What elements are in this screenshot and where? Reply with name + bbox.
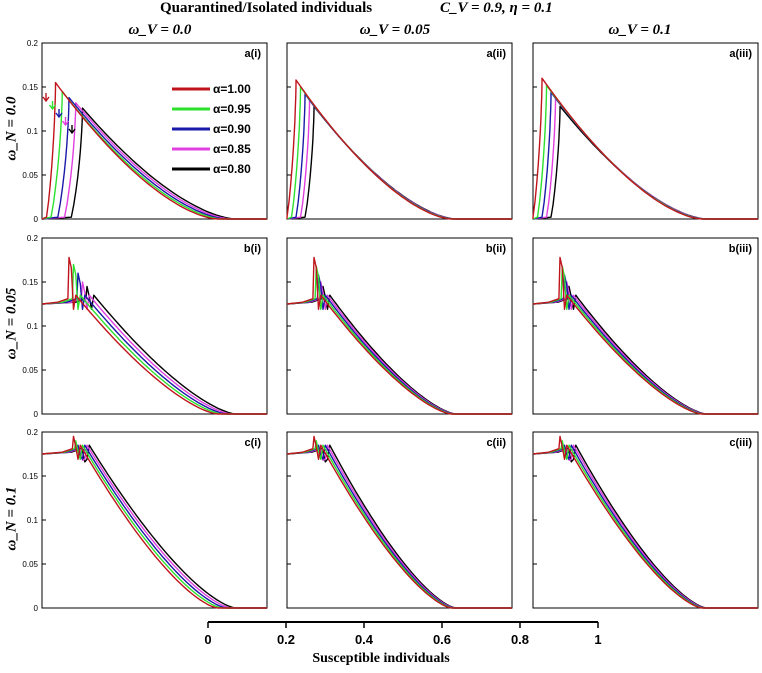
panel-label: b(i) xyxy=(244,243,261,255)
y-tick-label: 0.15 xyxy=(22,472,38,481)
series-line-4 xyxy=(532,444,758,609)
panel-frame xyxy=(532,42,759,220)
y-tick-label: 0.1 xyxy=(27,516,39,525)
series-line-2 xyxy=(41,440,267,609)
x-tick-label: 0.8 xyxy=(511,632,529,647)
panel-label: b(iii) xyxy=(729,243,753,255)
panel-label: c(i) xyxy=(245,437,262,449)
panel-label: a(i) xyxy=(245,48,262,60)
parameter-title: C_V = 0.9, η = 0.1 xyxy=(440,0,553,16)
legend-label: α=1.00 xyxy=(213,82,251,96)
legend-label: α=0.85 xyxy=(213,142,251,156)
series-line-1 xyxy=(41,256,267,415)
direction-arrow xyxy=(68,125,76,135)
panel-label: c(iii) xyxy=(729,437,752,449)
series-line-1 xyxy=(41,435,267,609)
series-line-3 xyxy=(41,96,267,220)
series-line-4 xyxy=(41,102,267,220)
panel-3-3: c(iii) xyxy=(532,431,759,609)
panel-label: a(iii) xyxy=(729,48,752,60)
series-line-4 xyxy=(286,444,512,609)
column-header-3: ω_V = 0.1 xyxy=(608,22,672,38)
legend-label: α=0.90 xyxy=(213,122,251,136)
y-tick-label: 0.15 xyxy=(22,278,38,287)
panel-frame xyxy=(41,431,268,609)
x-tick-label: 0.2 xyxy=(277,632,295,647)
panel-frame xyxy=(286,237,513,415)
column-header-1: ω_V = 0.0 xyxy=(128,22,192,38)
panel-3-2: c(ii) xyxy=(286,431,513,609)
panel-1-3: a(iii) xyxy=(532,42,759,220)
x-tick-label: 0 xyxy=(204,632,211,647)
x-tick-label: 0.4 xyxy=(355,632,374,647)
x-tick-label: 1 xyxy=(594,632,601,647)
direction-arrow xyxy=(48,101,57,111)
y-tick-label: 0.15 xyxy=(22,83,38,92)
series-line-2 xyxy=(532,440,758,609)
panel-frame xyxy=(41,237,268,415)
direction-arrow xyxy=(61,117,70,127)
y-tick-label: 0.1 xyxy=(27,322,39,331)
direction-arrow xyxy=(42,93,50,103)
y-tick-label: 0.05 xyxy=(22,366,38,375)
column-header-2: ω_V = 0.05 xyxy=(359,22,431,38)
panel-2-1: 0 0.05 0.1 0.15 0.2 b(i) xyxy=(22,234,268,419)
figure-title: Quarantined/Isolated individuals xyxy=(160,0,373,16)
series-line-5 xyxy=(41,107,267,220)
y-tick-label: 0.05 xyxy=(22,560,38,569)
series-line-3 xyxy=(286,444,512,609)
series-line-2 xyxy=(286,440,512,609)
legend-label: α=0.80 xyxy=(213,162,251,176)
series-line-4 xyxy=(41,281,267,415)
y-tick-label: 0.05 xyxy=(22,171,38,180)
series-line-3 xyxy=(532,444,758,609)
x-axis-label: Susceptible individuals xyxy=(312,651,450,666)
panel-frame xyxy=(286,42,513,220)
panel-1-2: a(ii) xyxy=(286,42,513,220)
panel-label: b(ii) xyxy=(486,243,506,255)
panel-frame xyxy=(532,237,759,415)
series-line-1 xyxy=(286,79,512,220)
panel-label: a(ii) xyxy=(486,48,506,60)
series-line-1 xyxy=(286,256,512,415)
panel-2-3: b(iii) xyxy=(532,237,759,415)
series-line-3 xyxy=(41,444,267,609)
y-tick-label: 0.2 xyxy=(27,428,39,437)
x-tick-label: 0.6 xyxy=(433,632,451,647)
series-line-1 xyxy=(286,435,512,609)
series-line-4 xyxy=(41,444,267,609)
series-line-5 xyxy=(532,444,758,609)
y-tick-label: 0 xyxy=(34,215,39,224)
series-line-1 xyxy=(532,77,758,220)
direction-arrow xyxy=(55,109,63,119)
panel-3-1: 0 0.05 0.1 0.15 0.2 c(i) xyxy=(22,428,268,613)
panel-label: c(ii) xyxy=(486,437,506,449)
panel-2-2: b(ii) xyxy=(286,237,513,415)
y-tick-label: 0 xyxy=(34,604,39,613)
series-line-1 xyxy=(532,435,758,609)
y-tick-label: 0.2 xyxy=(27,39,39,48)
series-line-2 xyxy=(41,263,267,415)
series-line-5 xyxy=(41,285,267,415)
series-line-5 xyxy=(286,444,512,609)
series-line-2 xyxy=(41,90,267,220)
series-line-1 xyxy=(41,81,267,220)
series-line-1 xyxy=(532,256,758,415)
legend-label: α=0.95 xyxy=(213,102,251,116)
series-line-5 xyxy=(41,444,267,609)
y-tick-label: 0.1 xyxy=(27,127,39,136)
y-tick-label: 0 xyxy=(34,410,39,419)
series-line-3 xyxy=(41,272,267,415)
y-tick-label: 0.2 xyxy=(27,234,39,243)
panel-1-1: 0 0.05 0.1 0.15 0.2 a(i) α=1.00 α=0.95 α=0.90 α=0… xyxy=(22,39,268,224)
